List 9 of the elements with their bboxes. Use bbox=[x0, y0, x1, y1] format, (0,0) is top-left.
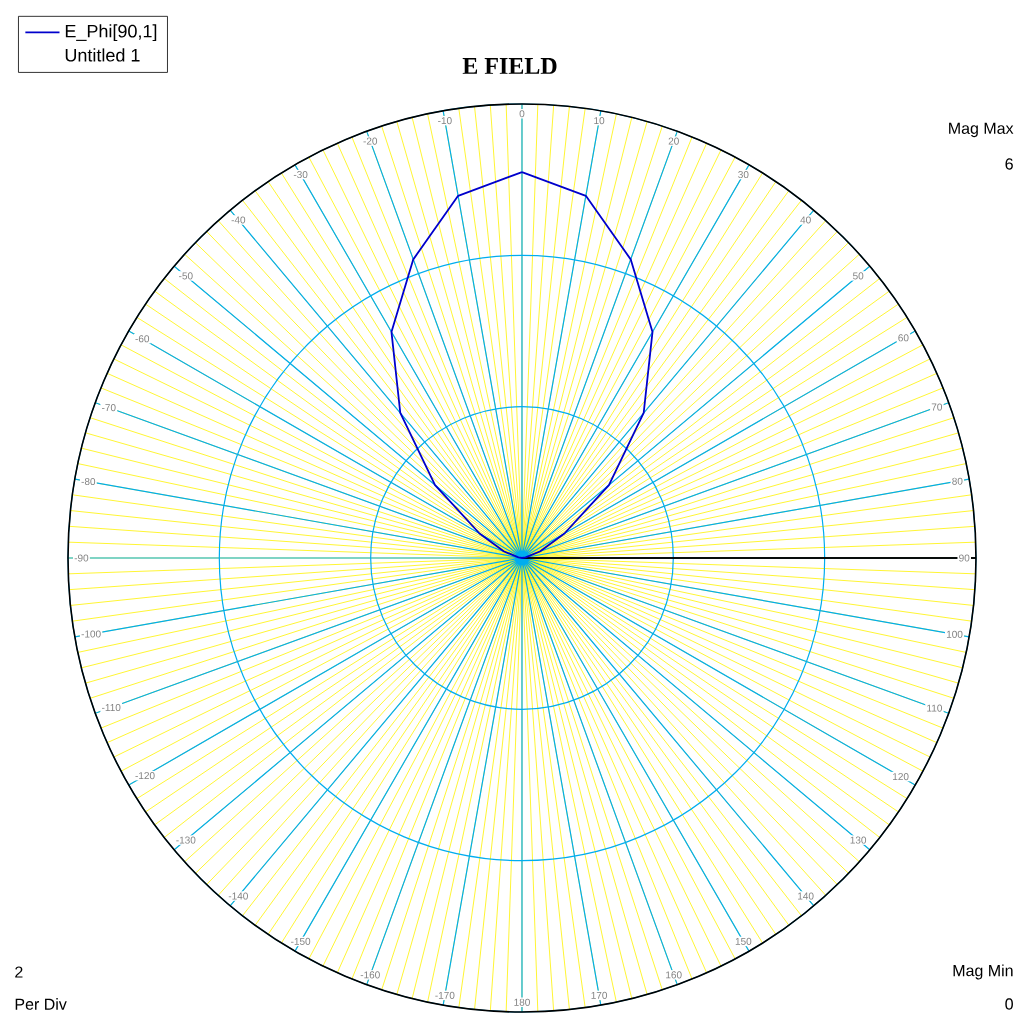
text: 2 bbox=[15, 966, 23, 978]
text: Mag Max bbox=[949, 122, 1014, 138]
text: 6 bbox=[1005, 158, 1013, 170]
text: E FIELD bbox=[462, 58, 557, 74]
text: Untitled 1 bbox=[65, 48, 140, 62]
legend-label: E_Phi[90,1] bbox=[65, 24, 157, 42]
text: 0 bbox=[1005, 998, 1013, 1010]
text: Mag Min bbox=[953, 964, 1013, 980]
text: Per Div bbox=[15, 998, 67, 1010]
